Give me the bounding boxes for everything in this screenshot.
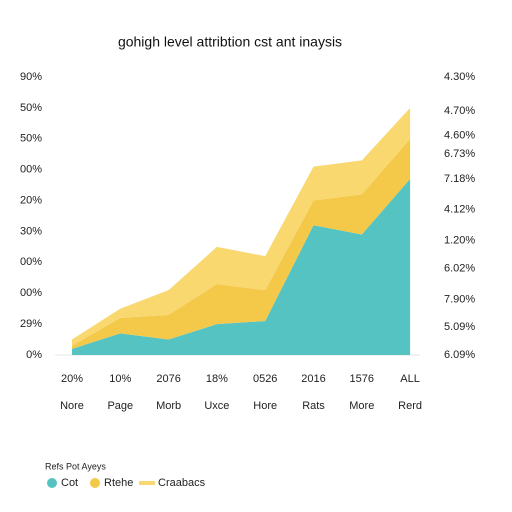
y2-tick-label: 6.73% (444, 148, 475, 160)
legend-swatch (139, 481, 155, 485)
legend-swatch (90, 478, 100, 488)
y2-tick-label: 4.60% (444, 130, 475, 142)
y-tick-label: 00% (20, 164, 42, 176)
x-tick-label: Rerd (398, 400, 422, 412)
x-tick-label: More (349, 400, 374, 412)
area (72, 178, 411, 355)
y2-tick-label: 1.20% (444, 235, 475, 247)
x-tick-label-top: 10% (109, 373, 131, 385)
x-tick-label-top: 0526 (253, 373, 277, 385)
x-tick-label: Rats (302, 400, 325, 412)
x-tick-label: Page (107, 400, 133, 412)
legend-title: Refs Pot Ayeys (45, 461, 106, 471)
x-tick-label: Nore (60, 400, 84, 412)
y-tick-label: 00% (20, 256, 42, 268)
y2-tick-label: 5.09% (444, 321, 475, 333)
x-tick-label-top: 1576 (350, 373, 374, 385)
y2-tick-label: 4.30% (444, 71, 475, 83)
y-tick-label: 50% (20, 102, 42, 114)
y-tick-label: 20% (20, 194, 42, 206)
y2-tick-label: 6.02% (444, 262, 475, 274)
y2-tick-label: 7.90% (444, 293, 475, 305)
y2-tick-label: 6.09% (444, 349, 475, 361)
x-tick-label-top: 2016 (301, 373, 325, 385)
y-tick-label: 29% (20, 318, 42, 330)
y2-tick-label: 7.18% (444, 173, 475, 185)
chart-title: gohigh level attribtion cst ant inaysis (118, 34, 342, 50)
x-tick-label-top: ALL (400, 373, 420, 385)
x-tick-label: Hore (253, 400, 277, 412)
y2-tick-label: 4.12% (444, 204, 475, 216)
x-tick-label-top: 20% (61, 373, 83, 385)
legend-label: Rtehe (104, 477, 133, 489)
x-tick-label: Uxce (204, 400, 229, 412)
area (72, 138, 411, 349)
area (72, 107, 411, 346)
x-tick-label: Morb (156, 400, 181, 412)
y-tick-label: 50% (20, 133, 42, 145)
x-tick-label-top: 2076 (156, 373, 180, 385)
y2-tick-label: 4.70% (444, 105, 475, 117)
y-tick-label: 00% (20, 287, 42, 299)
y-tick-label: 30% (20, 225, 42, 237)
y-tick-label: 90% (20, 71, 42, 83)
legend-swatch (47, 478, 57, 488)
y-tick-label: 0% (26, 349, 42, 361)
legend-label: Cot (61, 477, 78, 489)
legend-label: Craabacs (158, 477, 206, 489)
x-tick-label-top: 18% (206, 373, 228, 385)
